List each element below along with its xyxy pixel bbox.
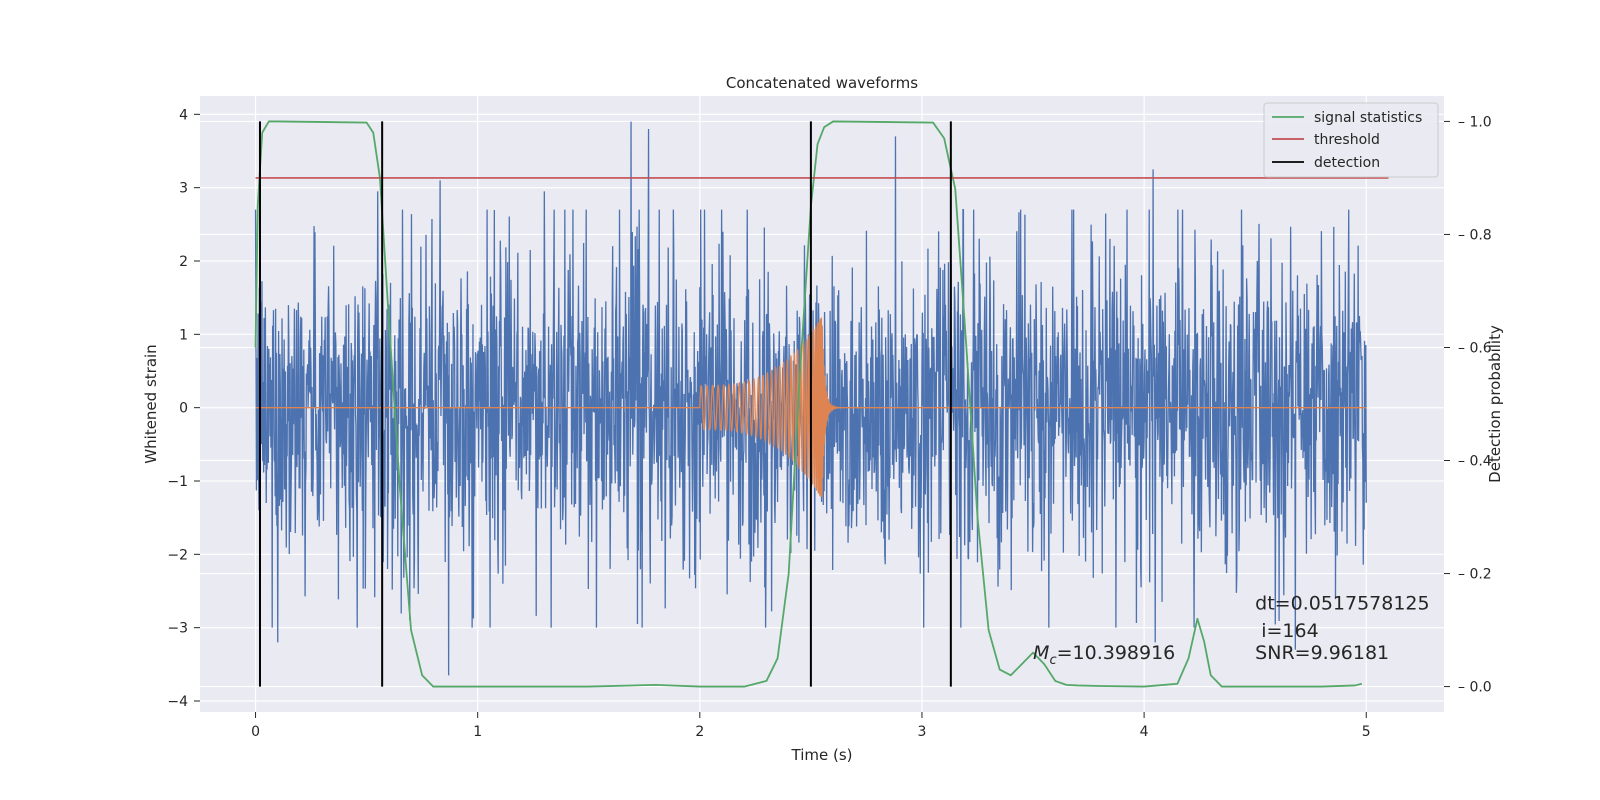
y-tick-label: 2: [179, 254, 188, 270]
x-tick-label: 0: [251, 724, 260, 740]
axis-layer: 0 1 2 3 4 5 −4 −3 −2 −1 0 1 2 3 4 – 0.0 – 0.2 – 0.4 – 0.6 –…: [167, 107, 1491, 740]
annotation-snr: SNR=9.96181: [1255, 642, 1389, 664]
y-tick-label: 3: [179, 181, 188, 197]
y-tick-label: −2: [167, 547, 188, 563]
chart-title: Concatenated waveforms: [726, 74, 918, 92]
legend: signal statistics threshold detection: [1263, 102, 1439, 178]
annotation-chirp-mass-value: =10.398916: [1057, 642, 1176, 664]
signal-statistics-line: [254, 120, 1363, 688]
legend-label-signal-statistics: signal statistics: [1314, 110, 1422, 126]
y-axis-label: Whitened strain: [142, 344, 160, 463]
x-tick-label: 2: [695, 724, 704, 740]
y2-tick-label: – 0.0: [1458, 680, 1492, 696]
y-tick-label: −1: [167, 474, 188, 490]
x-axis-label: Time (s): [791, 746, 853, 764]
data-layer: [254, 120, 1389, 688]
y2-tick-label: – 0.6: [1458, 340, 1492, 356]
y2-tick-label: – 0.8: [1458, 227, 1492, 243]
y2-tick-label: – 0.4: [1458, 454, 1492, 470]
annotation-dt: dt=0.0517578125: [1255, 592, 1429, 614]
x-tick-label: 1: [473, 724, 482, 740]
annotation-chirp-mass-symbol: M: [1033, 642, 1049, 664]
legend-label-threshold: threshold: [1314, 132, 1380, 148]
y-tick-label: 1: [179, 327, 188, 343]
y-tick-label: −3: [167, 621, 188, 637]
y-tick-label: 4: [179, 107, 188, 123]
x-tick-label: 3: [918, 724, 927, 740]
legend-box: [1263, 102, 1439, 178]
y2-tick-label: – 0.2: [1458, 567, 1492, 583]
annotation-chirp-mass-subscript: c: [1049, 653, 1056, 668]
y2-axis-label: Detection probability: [1486, 325, 1504, 483]
annotation-chirp-mass: Mc=10.398916: [1033, 642, 1175, 668]
y-tick-label: −4: [167, 694, 188, 710]
legend-label-detection: detection: [1314, 155, 1380, 171]
annotations: dt=0.0517578125 i=164 SNR=9.96181 Mc=10.…: [1033, 592, 1430, 668]
y-tick-label: 0: [179, 401, 188, 417]
annotation-i: i=164: [1255, 620, 1319, 642]
y2-tick-label: – 1.0: [1458, 114, 1492, 130]
x-tick-label: 4: [1140, 724, 1149, 740]
x-tick-label: 5: [1362, 724, 1371, 740]
